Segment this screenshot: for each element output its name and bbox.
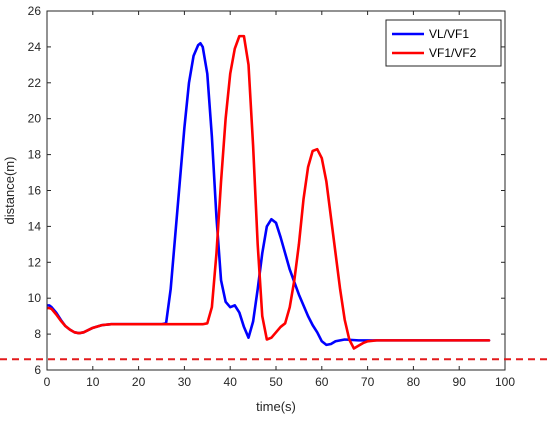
x-tick-label: 20	[132, 375, 146, 389]
y-tick-label: 22	[28, 76, 42, 90]
y-tick-label: 10	[28, 291, 42, 305]
x-tick-label: 70	[361, 375, 375, 389]
y-tick-label: 8	[34, 327, 41, 341]
y-tick-label: 16	[28, 184, 42, 198]
x-tick-label: 80	[407, 375, 421, 389]
legend: VL/VF1 VF1/VF2	[386, 20, 501, 66]
y-tick-label: 14	[28, 219, 42, 233]
x-tick-label: 0	[44, 375, 51, 389]
x-tick-label: 100	[495, 375, 515, 389]
x-tick-label: 60	[315, 375, 329, 389]
legend-label-2: VF1/VF2	[429, 46, 477, 60]
y-tick-label: 18	[28, 148, 42, 162]
y-tick-label: 12	[28, 255, 42, 269]
legend-label-1: VL/VF1	[429, 27, 469, 41]
y-tick-label: 20	[28, 112, 42, 126]
x-tick-label: 50	[269, 375, 283, 389]
x-tick-label: 30	[178, 375, 192, 389]
x-tick-label: 90	[453, 375, 467, 389]
y-tick-label: 26	[28, 4, 42, 18]
y-axis-label: distance(m)	[2, 157, 17, 225]
x-axis-label: time(s)	[256, 399, 296, 414]
y-tick-label: 6	[34, 363, 41, 377]
x-tick-label: 40	[224, 375, 238, 389]
y-tick-label: 24	[28, 40, 42, 54]
x-tick-label: 10	[86, 375, 100, 389]
